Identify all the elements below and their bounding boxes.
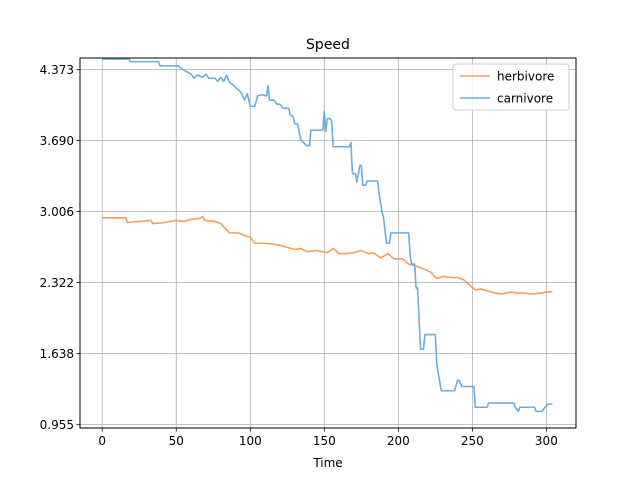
y-tick-label: 3.690 — [40, 134, 74, 148]
y-tick-label: 1.638 — [40, 347, 74, 361]
x-tick-label: 50 — [169, 434, 184, 448]
chart-title: Speed — [306, 37, 350, 53]
x-tick-label: 0 — [98, 434, 106, 448]
series-line-carnivore — [102, 58, 553, 413]
grid-layer — [80, 58, 576, 428]
y-tick-label: 4.373 — [40, 63, 74, 77]
x-tick-label: 300 — [535, 434, 558, 448]
legend-label-herbivore: herbivore — [497, 70, 554, 84]
series-line-herbivore — [102, 215, 553, 295]
x-tick-label: 200 — [387, 434, 410, 448]
legend: herbivore carnivore — [452, 63, 570, 111]
y-tick-label: 3.006 — [40, 205, 74, 219]
series-layer — [102, 58, 553, 413]
y-tick-label: 0.955 — [40, 418, 74, 432]
y-tick-label: 2.322 — [40, 276, 74, 290]
x-tick-label: 100 — [239, 434, 262, 448]
x-tick-label: 150 — [313, 434, 336, 448]
tick-layer: 0 50 100 150 200 250 300 0.955 1.638 2.322 3.006 3.… — [40, 63, 558, 448]
legend-label-carnivore: carnivore — [497, 92, 553, 106]
plot-frame — [79, 57, 577, 429]
x-tick-label: 250 — [461, 434, 484, 448]
x-axis-label: Time — [312, 456, 342, 470]
